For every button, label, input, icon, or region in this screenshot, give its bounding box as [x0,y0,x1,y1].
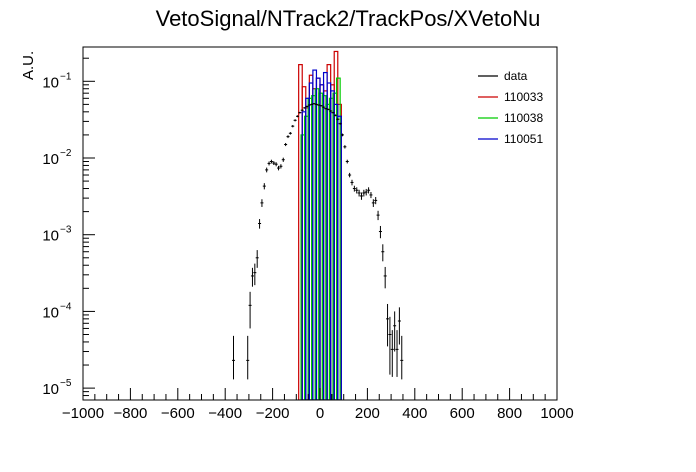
plot-series-group [231,50,404,400]
y-tick-label: 10 [42,381,59,398]
x-tick-label: 0 [316,405,324,422]
x-tick-label: 1000 [540,405,573,422]
y-tick-exponent: −5 [60,378,72,389]
y-tick-label: 10 [42,228,59,245]
legend: data 110033 110038 110051 [478,69,543,146]
y-tick-exponent: −2 [60,148,72,159]
y-tick-label: 10 [42,304,59,321]
legend-label-110051: 110051 [504,132,543,146]
y-tick-label: 10 [42,74,59,91]
x-tick-label: 800 [497,405,522,422]
legend-label-110033: 110033 [504,90,543,104]
axes: −1000 −800 −600 −400 −200 0 200 400 600 800 1000 10… [42,46,574,422]
x-tick-label: −400 [208,405,242,422]
y-tick-exponent: −1 [60,71,72,82]
x-tick-label: −200 [256,405,290,422]
legend-label-110038: 110038 [504,111,543,125]
x-tick-label: −1000 [62,405,104,422]
legend-label-data: data [504,69,528,83]
y-tick-exponent: −3 [60,225,72,236]
x-tick-label: −600 [161,405,195,422]
x-tick-label: −800 [114,405,148,422]
y-axis-label: A.U. [20,51,37,80]
plot-area [231,50,404,400]
x-tick-label: 200 [355,405,380,422]
series-data [231,103,404,380]
x-tick-label: 400 [402,405,427,422]
x-tick-label: 600 [450,405,475,422]
y-tick-exponent: −4 [60,301,72,312]
chart-title: VetoSignal/NTrack2/TrackPos/XVetoNu [156,6,541,31]
y-tick-label: 10 [42,151,59,168]
